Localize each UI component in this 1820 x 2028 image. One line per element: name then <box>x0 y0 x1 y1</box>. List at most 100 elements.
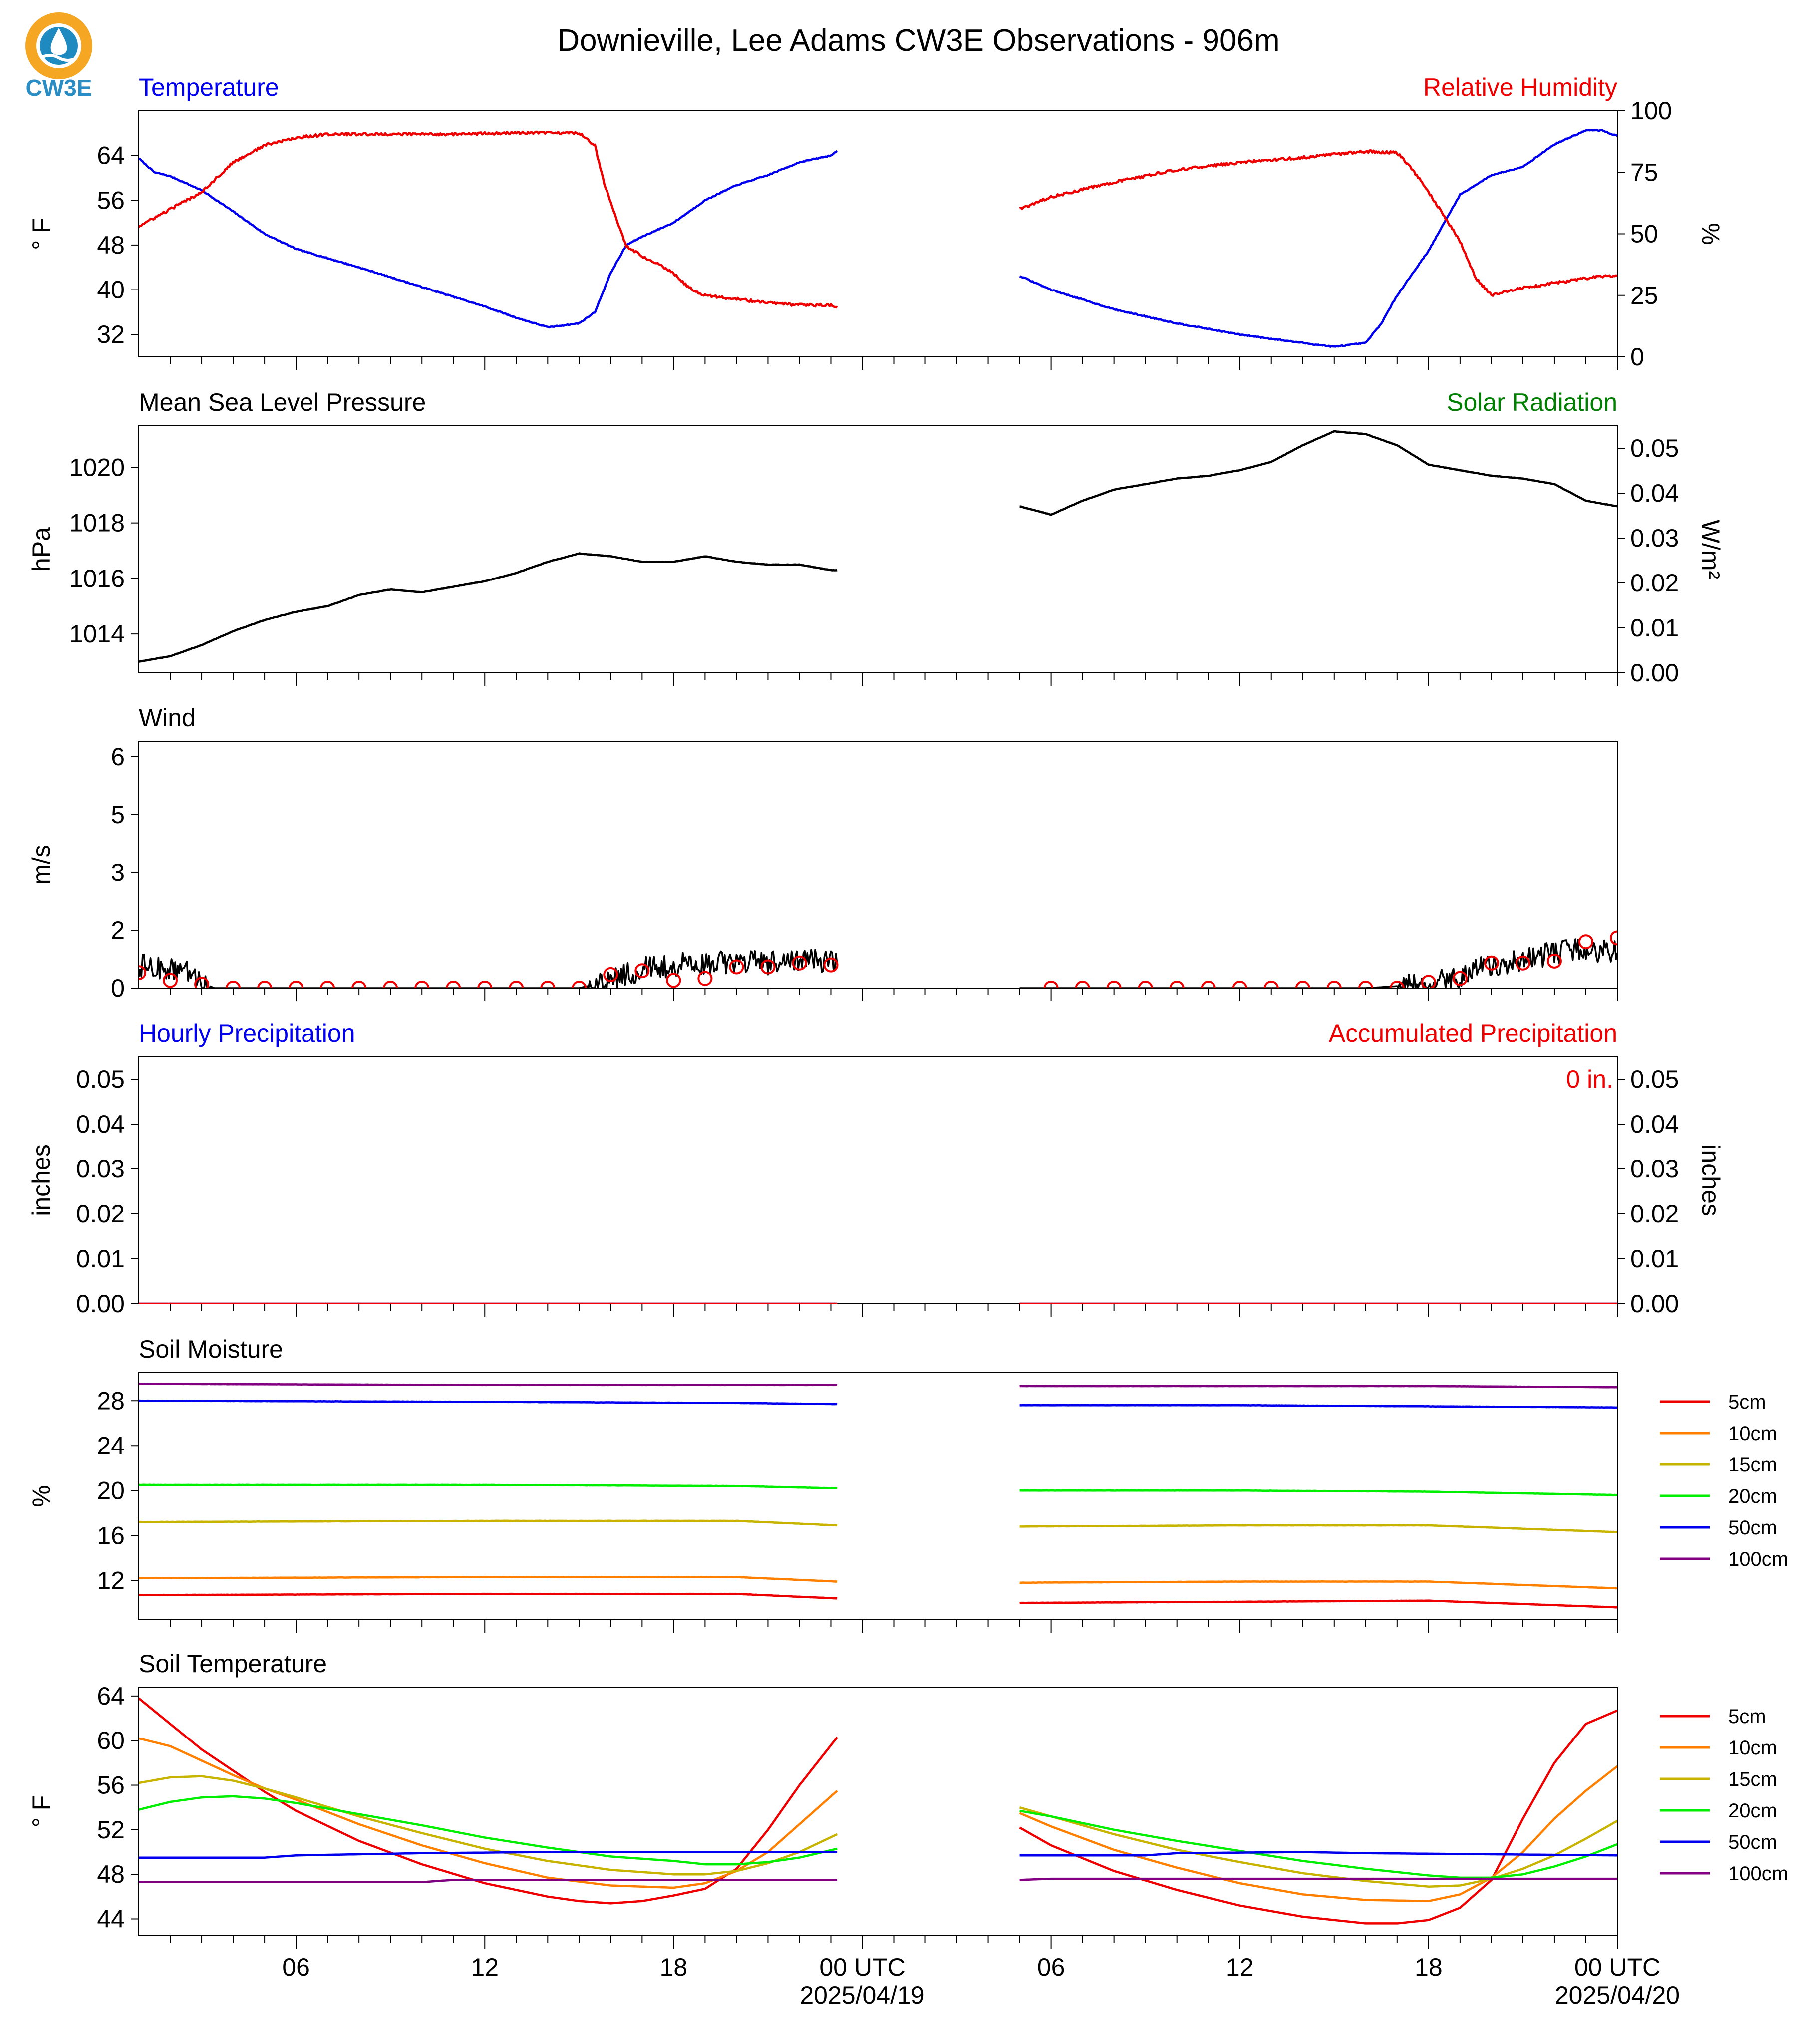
series-line-15cm <box>1019 1524 1617 1533</box>
panel-temp_rh: Temperature Relative Humidity 32 40 48 56 64 0 2… <box>27 73 1725 371</box>
gust-marker <box>697 971 713 986</box>
y-tick-label: 1014 <box>69 620 125 648</box>
gust-marker <box>139 965 146 981</box>
y-tick-label: 1016 <box>69 565 125 592</box>
gust-marker <box>823 957 839 973</box>
y-right-tick-label: 0.01 <box>1630 1245 1679 1273</box>
logo-ring-icon <box>25 12 92 79</box>
y-tick-label: 0.02 <box>76 1200 125 1228</box>
panel-title-left: Mean Sea Level Pressure <box>139 388 426 416</box>
gust-marker <box>1610 930 1617 946</box>
gust-marker <box>351 981 367 988</box>
legend-label: 100cm <box>1728 1863 1788 1885</box>
panel-precip: Hourly Precipitation Accumulated Precipit… <box>27 1019 1725 1318</box>
gust-marker <box>1389 981 1405 988</box>
y-tick-label: 52 <box>97 1816 125 1844</box>
y-tick-label: 60 <box>97 1727 125 1754</box>
y-tick-label: 48 <box>97 1860 125 1888</box>
gust-marker <box>792 955 807 971</box>
x-tick-label: 06 <box>282 1953 310 1981</box>
x-tick-label: 18 <box>1415 1953 1443 1981</box>
series-line-10cm <box>1019 1765 1617 1903</box>
x-tick-label: 12 <box>471 1953 499 1981</box>
series-line-50cm <box>139 1851 838 1859</box>
gust-marker <box>383 981 398 988</box>
y-tick-label: 16 <box>97 1521 125 1549</box>
series-line-50cm <box>1019 1404 1617 1409</box>
legend-label: 50cm <box>1728 1831 1777 1853</box>
series-line-10cm <box>139 1737 838 1889</box>
series-line-100cm <box>1019 1877 1617 1881</box>
series-line-20cm <box>1019 1809 1617 1879</box>
y-tick-label: 0.05 <box>76 1065 125 1093</box>
y-right-tick-label: 0.00 <box>1630 1290 1679 1318</box>
plot-frame <box>138 425 1618 673</box>
y-right-tick-label: 50 <box>1630 220 1658 248</box>
gust-marker <box>634 963 650 979</box>
legend-label: 20cm <box>1728 1800 1777 1822</box>
y-tick-label: 24 <box>97 1432 125 1459</box>
x-tick-label: 12 <box>1226 1953 1254 1981</box>
legend: 5cm 10cm 15cm 20cm 50cm 100cm <box>1660 1706 1788 1885</box>
gust-marker <box>1326 981 1342 988</box>
cw3e-logo: CW3E <box>25 12 92 101</box>
gust-marker <box>760 959 776 975</box>
legend-label: 20cm <box>1728 1485 1777 1507</box>
gust-marker <box>1232 981 1247 988</box>
y-tick-label: 56 <box>97 1771 125 1799</box>
y-tick-label: 0.04 <box>76 1110 125 1138</box>
gust-marker <box>1515 955 1530 971</box>
y-axis-label: m/s <box>27 845 55 885</box>
plot-frame <box>138 1056 1618 1304</box>
x-tick-label: 00 UTC <box>1574 1953 1660 1981</box>
y-right-tick-label: 0.04 <box>1630 479 1679 507</box>
legend-label: 50cm <box>1728 1517 1777 1539</box>
gust-marker <box>1578 934 1593 950</box>
precip-total-annotation: 0 in. <box>1566 1065 1613 1093</box>
y-tick-label: 20 <box>97 1476 125 1504</box>
y-axis-label: % <box>27 1485 55 1507</box>
gust-marker <box>477 981 493 988</box>
series-line-mean-sea-level-pressure <box>1019 430 1617 516</box>
gust-marker <box>1421 975 1436 988</box>
series-line-50cm <box>1019 1851 1617 1857</box>
y-tick-label: 56 <box>97 186 125 214</box>
plot-frame <box>138 1687 1618 1936</box>
legend-label: 15cm <box>1728 1454 1777 1476</box>
y-tick-label: 28 <box>97 1387 125 1415</box>
panels: Temperature Relative Humidity324048566402… <box>27 73 1788 2009</box>
y-right-tick-label: 25 <box>1630 282 1658 309</box>
y-right-tick-label: 0.05 <box>1630 1065 1679 1093</box>
logo-drop-icon <box>50 28 67 55</box>
series-group <box>139 930 1617 988</box>
series-line-100cm <box>139 1879 838 1884</box>
legend: 5cm 10cm 15cm 20cm 50cm 100cm <box>1660 1391 1788 1570</box>
gust-marker <box>414 981 430 988</box>
gust-marker <box>1295 981 1310 988</box>
y-axis-label: ° F <box>27 1795 55 1827</box>
gust-marker <box>257 981 273 988</box>
gust-marker <box>1263 981 1279 988</box>
y-axis-label: ° F <box>27 218 55 250</box>
panel-title-left: Soil Temperature <box>139 1650 327 1678</box>
panel-title-right: Solar Radiation <box>1447 388 1617 416</box>
gust-marker <box>1043 981 1059 988</box>
gust-marker <box>666 973 681 988</box>
y-tick-label: 32 <box>97 320 125 348</box>
series-line-temperature <box>1019 129 1617 348</box>
series-group <box>139 1383 1617 1609</box>
series-line-15cm <box>139 1775 838 1876</box>
y-axis-label: inches <box>27 1144 55 1216</box>
gust-marker <box>1358 981 1373 988</box>
x-tick-label: 00 UTC <box>819 1953 905 1981</box>
legend-label: 15cm <box>1728 1768 1777 1790</box>
y-tick-label: 48 <box>97 231 125 259</box>
y-tick-label: 0.00 <box>76 1290 125 1318</box>
series-group <box>139 430 1617 663</box>
logo-text: CW3E <box>26 75 92 101</box>
y-right-tick-label: 0.04 <box>1630 1110 1679 1138</box>
gust-marker <box>540 981 556 988</box>
series-line-5cm <box>1019 1709 1617 1925</box>
gust-marker <box>603 967 618 982</box>
